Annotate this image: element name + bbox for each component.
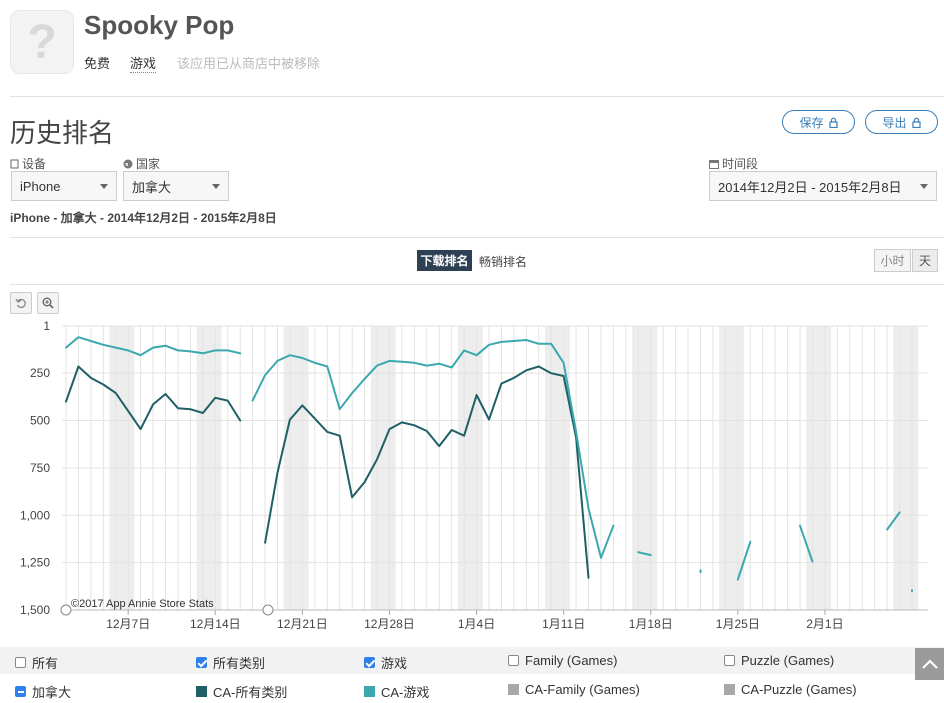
app-status: 该应用已从商店中被移除 — [177, 56, 321, 71]
series-line — [886, 511, 901, 531]
page-title: 历史排名 — [10, 118, 115, 148]
legend-all-categories[interactable]: 所有类别 — [196, 653, 265, 672]
period-select[interactable]: 2014年12月2日 - 2015年2月8日 — [709, 171, 937, 201]
divider — [10, 96, 944, 97]
tab-grossing[interactable]: 畅销排名 — [479, 255, 528, 269]
legend-canada[interactable]: 加拿大 — [15, 682, 71, 701]
export-label: 导出 — [882, 115, 907, 130]
legend-row-series — [0, 676, 944, 703]
zoom-button[interactable] — [37, 292, 59, 314]
day-toggle[interactable]: 天 — [912, 249, 938, 272]
series-line — [251, 339, 615, 559]
legend-games[interactable]: 游戏 — [364, 653, 407, 672]
reset-zoom-button[interactable] — [10, 292, 32, 314]
y-tick-label: 1,000 — [20, 508, 50, 522]
legend-family-games[interactable]: Family (Games) — [508, 653, 617, 668]
series-line — [264, 365, 590, 579]
legend-ca-family-games[interactable]: CA-Family (Games) — [508, 682, 640, 697]
app-icon: ? — [10, 10, 74, 74]
watermark: ©2017 App Annie Store Stats — [71, 598, 214, 610]
checkbox[interactable] — [196, 657, 207, 668]
y-tick-label: 750 — [30, 461, 50, 475]
divider — [10, 237, 944, 238]
save-button[interactable]: 保存 — [782, 110, 855, 134]
export-button[interactable]: 导出 — [865, 110, 938, 134]
globe-icon — [123, 159, 133, 168]
app-price: 免费 — [84, 56, 111, 71]
x-tick-label: 12月21日 — [277, 617, 328, 631]
y-tick-label: 1,250 — [20, 556, 50, 570]
period-label: 时间段 — [709, 155, 758, 172]
app-genre-link[interactable]: 游戏 — [130, 53, 157, 73]
zoom-icon — [42, 297, 54, 309]
y-tick-label: 1 — [43, 319, 50, 333]
scroll-to-top-button[interactable] — [915, 648, 944, 680]
y-tick-label: 1,500 — [20, 603, 50, 617]
series-swatch — [196, 686, 207, 697]
annotation-marker[interactable] — [262, 604, 274, 616]
tab-downloads[interactable]: 下载排名 — [417, 250, 472, 271]
series-line — [65, 365, 242, 431]
series-swatch — [364, 686, 375, 697]
chevron-down-icon — [212, 183, 220, 189]
calendar-icon — [709, 159, 719, 169]
device-icon — [10, 159, 19, 168]
undo-icon — [15, 298, 26, 309]
y-tick-label: 250 — [30, 366, 50, 380]
checkbox[interactable] — [364, 657, 375, 668]
question-mark-icon: ? — [27, 15, 57, 69]
rank-chart[interactable]: 1 250 500 750 1,000 1,250 1,500 12月7日 12月14日 12月2… — [0, 316, 944, 646]
country-label: 国家 — [123, 155, 160, 172]
legend-row-categories — [0, 647, 944, 674]
series-line — [637, 551, 652, 557]
lock-icon — [911, 117, 921, 128]
legend-ca-all-categories[interactable]: CA-所有类别 — [196, 682, 287, 701]
series-line — [736, 540, 752, 581]
x-tick-label: 1月4日 — [458, 617, 495, 631]
x-tick-label: 1月25日 — [716, 617, 760, 631]
chevron-up-icon — [921, 659, 938, 669]
save-label: 保存 — [799, 115, 824, 130]
legend-ca-puzzle-games[interactable]: CA-Puzzle (Games) — [724, 682, 857, 697]
app-name: Spooky Pop — [84, 10, 235, 40]
series-swatch — [508, 684, 519, 695]
legend-ca-games[interactable]: CA-游戏 — [364, 682, 429, 701]
checkbox[interactable] — [15, 657, 26, 668]
filter-summary: iPhone - 加拿大 - 2014年12月2日 - 2015年2月8日 — [10, 211, 277, 225]
x-tick-label: 2月1日 — [806, 617, 843, 631]
device-label: 设备 — [10, 155, 46, 172]
checkbox[interactable] — [508, 655, 519, 666]
x-tick-label: 12月28日 — [364, 617, 415, 631]
checkbox[interactable] — [724, 655, 735, 666]
divider — [10, 284, 944, 285]
legend-all[interactable]: 所有 — [15, 653, 58, 672]
checkbox[interactable] — [15, 686, 26, 697]
annotation-marker[interactable] — [60, 604, 72, 616]
device-select[interactable]: iPhone — [11, 171, 117, 201]
x-tick-label: 1月18日 — [629, 617, 673, 631]
series-swatch — [724, 684, 735, 695]
x-tick-label: 12月7日 — [106, 617, 150, 631]
x-tick-label: 1月11日 — [542, 617, 585, 631]
chevron-down-icon — [100, 183, 108, 189]
legend-puzzle-games[interactable]: Puzzle (Games) — [724, 653, 834, 668]
y-tick-label: 500 — [30, 414, 50, 428]
series-line — [65, 336, 242, 357]
lock-icon — [828, 117, 838, 128]
series-line — [799, 524, 814, 563]
chevron-down-icon — [920, 183, 928, 189]
country-select[interactable]: 加拿大 — [123, 171, 229, 201]
hour-toggle[interactable]: 小时 — [874, 249, 911, 272]
x-tick-label: 12月14日 — [190, 617, 241, 631]
